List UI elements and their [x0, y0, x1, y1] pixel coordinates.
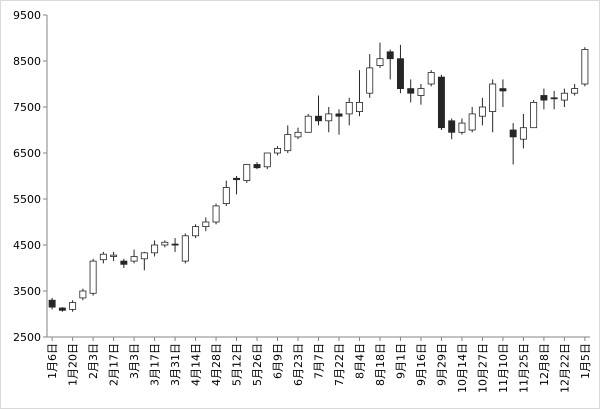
candle-body — [325, 113, 333, 122]
candle-body — [130, 256, 138, 262]
candle-body — [356, 102, 363, 113]
y-tick-label: 2500 — [13, 331, 41, 344]
x-tick-label: 2月3日 — [87, 343, 100, 379]
candle-body — [161, 241, 169, 246]
y-tick-label: 8500 — [13, 55, 41, 68]
candle-body — [509, 129, 517, 138]
x-tick-label: 10月14日 — [456, 343, 469, 393]
candle-body — [181, 235, 189, 262]
candle-body — [202, 221, 210, 227]
candle-body — [366, 67, 374, 94]
candle-body — [192, 226, 200, 237]
y-tick-label: 7500 — [13, 101, 41, 114]
x-tick-label: 12月8日 — [538, 343, 551, 386]
candle-body — [151, 244, 159, 254]
candle-body — [140, 252, 148, 260]
candle-body — [407, 88, 415, 94]
x-tick-label: 11月10日 — [497, 343, 510, 393]
x-tick-label: 9月29日 — [435, 343, 448, 386]
y-tick-label: 3500 — [13, 285, 41, 298]
candle-body — [376, 58, 384, 67]
candle-body — [427, 72, 435, 85]
candle-body — [253, 164, 261, 169]
x-tick-label: 5月12日 — [231, 343, 244, 386]
candle-body — [294, 131, 302, 138]
x-tick-label: 11月25日 — [517, 343, 530, 393]
x-tick-label: 1月6日 — [46, 343, 59, 379]
candle-body — [335, 113, 343, 117]
x-tick-label: 12月22日 — [558, 343, 571, 393]
y-tick-label: 9500 — [13, 9, 41, 22]
candle-body — [540, 95, 548, 101]
candle-body — [458, 122, 466, 133]
x-tick-label: 3月17日 — [149, 343, 162, 386]
candle-body — [304, 115, 312, 133]
candle-body — [120, 260, 128, 265]
x-tick-label: 4月14日 — [190, 343, 203, 386]
candle-body — [386, 51, 394, 60]
x-tick-label: 9月1日 — [394, 343, 407, 379]
x-tick-label: 10月27日 — [476, 343, 489, 393]
x-tick-label: 7月7日 — [313, 343, 326, 379]
candle-body — [79, 290, 87, 299]
x-tick-label: 6月9日 — [272, 343, 285, 379]
x-tick-label: 9月16日 — [415, 343, 428, 386]
candle-body — [560, 92, 568, 101]
candle-body — [396, 58, 404, 90]
candle-body — [243, 164, 251, 182]
candle-body — [58, 307, 66, 311]
x-tick-label: 2月17日 — [108, 343, 121, 386]
candle-body — [345, 102, 353, 115]
candle-body — [284, 134, 292, 152]
y-tick-label: 6500 — [13, 147, 41, 160]
candle-body — [417, 88, 425, 96]
candle-body — [571, 88, 579, 94]
x-tick-label: 3月3日 — [128, 343, 141, 379]
x-tick-label: 4月28日 — [210, 343, 223, 386]
candle-body — [171, 243, 179, 246]
candle-body — [274, 147, 281, 154]
candle-body — [110, 254, 118, 257]
candle-body — [212, 205, 220, 223]
y-tick-label: 4500 — [13, 239, 41, 252]
candle-body — [581, 49, 589, 85]
x-tick-label: 8月18日 — [374, 343, 387, 386]
x-tick-label: 1月5日 — [579, 343, 592, 379]
candle-body — [222, 187, 230, 205]
candle-body — [478, 106, 486, 117]
candle-body — [437, 76, 445, 129]
x-tick-label: 3月31日 — [169, 343, 182, 386]
candle-body — [530, 102, 538, 129]
candle-body — [89, 260, 97, 294]
candle-body — [550, 97, 558, 100]
x-tick-label: 8月4日 — [353, 343, 366, 379]
candle-body — [499, 88, 507, 92]
x-tick-label: 6月23日 — [292, 343, 305, 386]
x-tick-label: 7月22日 — [333, 343, 346, 386]
candle-body — [489, 83, 497, 113]
candle-body — [48, 299, 56, 308]
candle-body — [448, 120, 456, 133]
candle-body — [468, 113, 476, 131]
y-tick-label: 5500 — [13, 193, 41, 206]
candle-body — [263, 152, 271, 168]
candle-body — [99, 253, 107, 261]
x-tick-label: 5月26日 — [251, 343, 264, 386]
x-tick-label: 1月20日 — [67, 343, 80, 386]
candle-body — [519, 127, 527, 140]
candle-body — [315, 115, 322, 122]
candle-body — [69, 302, 77, 310]
candle-body — [233, 177, 241, 181]
